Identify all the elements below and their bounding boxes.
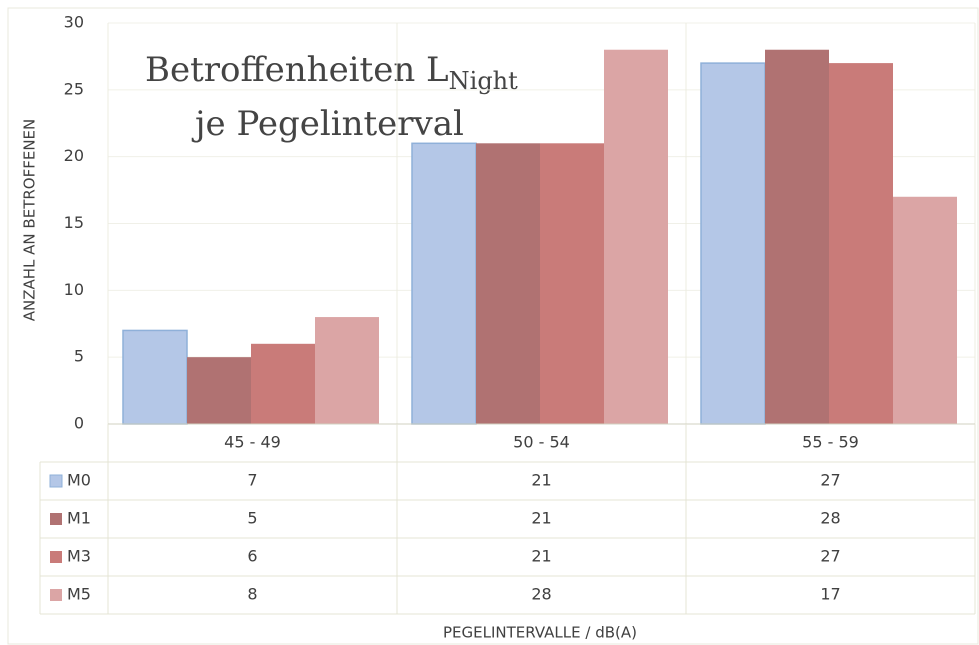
legend-label: M3 [67, 547, 91, 566]
y-tick-label: 10 [64, 280, 84, 299]
bar [700, 62, 766, 425]
table-value: 21 [531, 471, 551, 490]
y-tick-label: 25 [64, 79, 84, 98]
table-value: 28 [531, 585, 551, 604]
table-value: 27 [820, 471, 840, 490]
table-value: 8 [247, 585, 257, 604]
bar [893, 196, 957, 424]
legend-swatch [50, 513, 62, 525]
bar [411, 142, 477, 425]
legend-swatch [50, 551, 62, 563]
bar [765, 49, 829, 424]
bar [476, 143, 540, 425]
legend-label: M5 [67, 585, 91, 604]
bar [251, 343, 315, 424]
bar [187, 357, 251, 424]
table-value: 6 [247, 547, 257, 566]
bar [829, 63, 893, 424]
table-value: 5 [247, 509, 257, 528]
x-tick-label: 55 - 59 [802, 433, 859, 452]
x-tick-label: 45 - 49 [224, 433, 281, 452]
y-tick-label: 30 [64, 13, 84, 32]
table-value: 21 [531, 509, 551, 528]
title-main: Betroffenheiten L [145, 50, 449, 90]
legend-label: M1 [67, 509, 91, 528]
bar [540, 143, 604, 425]
table-value: 21 [531, 547, 551, 566]
table-value: 7 [247, 471, 257, 490]
legend-swatch [50, 589, 62, 601]
table-value: 28 [820, 509, 840, 528]
y-axis-label: ANZAHL AN BETROFFENEN [21, 119, 39, 322]
y-tick-label: 5 [74, 347, 84, 366]
bar [315, 317, 379, 424]
bar [604, 49, 668, 424]
table-value: 17 [820, 585, 840, 604]
table-value: 27 [820, 547, 840, 566]
x-axis-label: PEGELINTERVALLE / dB(A) [443, 624, 637, 642]
legend-label: M0 [67, 471, 91, 490]
y-tick-label: 20 [64, 146, 84, 165]
legend-swatch [49, 474, 63, 488]
y-tick-label: 0 [74, 414, 84, 433]
chart-title-line2: je Pegelinterval [191, 104, 464, 144]
x-tick-label: 50 - 54 [513, 433, 570, 452]
y-tick-label: 15 [64, 213, 84, 232]
bar [122, 329, 188, 425]
